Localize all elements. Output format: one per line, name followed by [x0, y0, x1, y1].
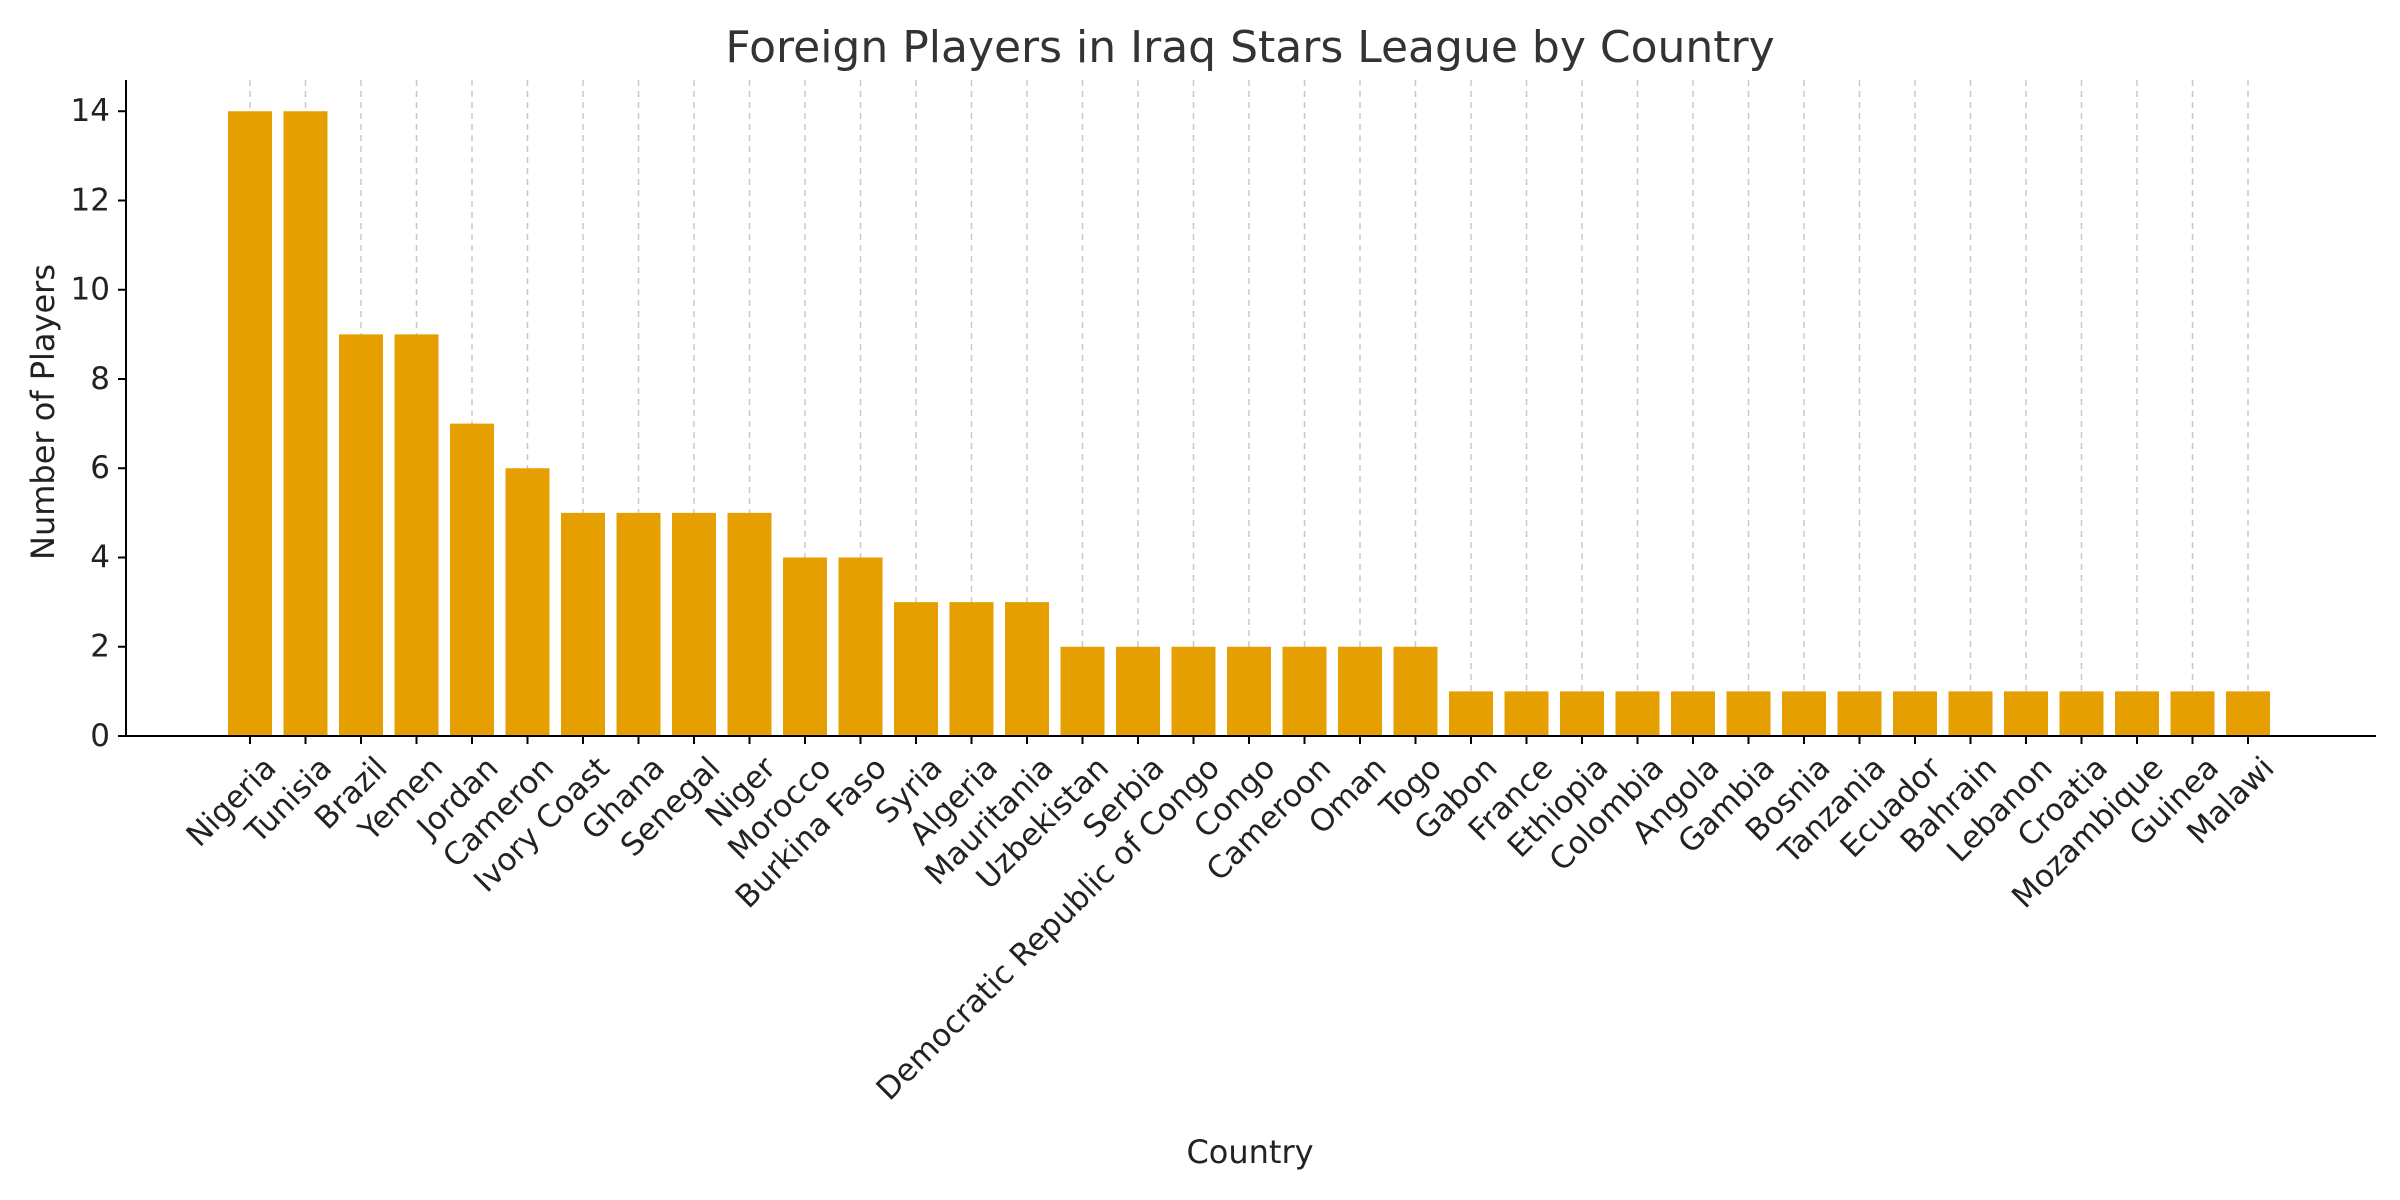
bar — [283, 111, 328, 736]
bar — [450, 423, 494, 736]
bar — [894, 602, 938, 736]
bar — [1726, 691, 1771, 736]
bar — [783, 557, 827, 736]
bar — [2004, 691, 2048, 736]
bar — [616, 512, 661, 736]
bar — [1560, 691, 1604, 736]
bar — [1393, 646, 1438, 736]
bar — [727, 512, 772, 736]
bar — [1060, 646, 1105, 736]
bar — [1338, 646, 1382, 736]
y-tick-label: 12 — [71, 182, 110, 218]
bar — [1171, 646, 1216, 736]
y-tick-label: 0 — [90, 718, 110, 754]
bar — [1671, 691, 1715, 736]
bar — [1893, 691, 1937, 736]
chart-title: Foreign Players in Iraq Stars League by … — [725, 22, 1774, 73]
bars — [228, 111, 2270, 736]
bar — [2170, 691, 2215, 736]
bar — [1282, 646, 1327, 736]
bar — [1782, 691, 1826, 736]
bar — [1005, 602, 1049, 736]
bar — [1227, 646, 1271, 736]
bar — [1615, 691, 1660, 736]
y-axis: 0 2 4 6 8 10 12 14 — [71, 80, 127, 754]
x-axis: NigeriaTunisiaBrazilYemenJordanCameronIv… — [126, 735, 2376, 1108]
bar — [2115, 691, 2159, 736]
y-tick-label: 10 — [71, 272, 110, 308]
bar — [672, 512, 716, 736]
bar — [838, 557, 883, 736]
bar — [949, 602, 994, 736]
y-tick-label: 2 — [90, 629, 110, 665]
bar — [2059, 691, 2104, 736]
bar — [561, 512, 605, 736]
y-tick-label: 4 — [90, 539, 110, 575]
bar — [1948, 691, 1993, 736]
y-axis-label: Number of Players — [24, 264, 62, 560]
bar — [2226, 691, 2270, 736]
bar — [394, 334, 439, 736]
bar — [339, 334, 383, 736]
bar — [1116, 646, 1160, 736]
bar — [1504, 691, 1549, 736]
bar — [1449, 691, 1493, 736]
x-axis-label: Country — [1186, 1133, 1313, 1171]
grid — [249, 80, 2249, 736]
y-tick-label: 14 — [71, 93, 110, 129]
bar — [228, 111, 272, 736]
y-tick-label: 8 — [90, 361, 110, 397]
y-tick-label: 6 — [90, 450, 110, 486]
bar — [1837, 691, 1882, 736]
bar — [505, 468, 550, 736]
